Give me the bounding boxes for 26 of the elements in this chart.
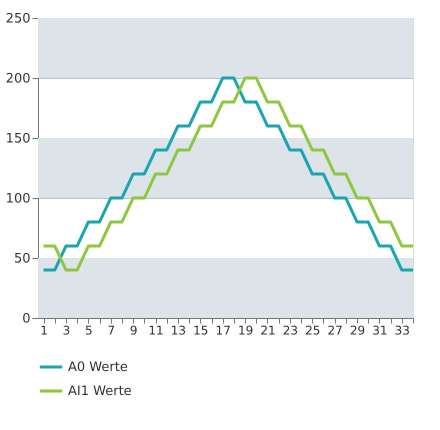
x-tick-label: 23 xyxy=(282,324,298,338)
x-tick-label: 9 xyxy=(130,324,138,338)
x-tick-label: 5 xyxy=(85,324,93,338)
y-tick-label: 100 xyxy=(6,192,30,206)
x-tick-label: 21 xyxy=(260,324,276,338)
y-tick-label: 0 xyxy=(22,312,30,326)
x-tick-label: 3 xyxy=(62,324,70,338)
x-tick-label: 1 xyxy=(40,324,48,338)
x-tick-label: 25 xyxy=(305,324,320,338)
x-tick-label: 11 xyxy=(148,324,164,338)
y-tick-label: 50 xyxy=(14,252,30,266)
x-tick-label: 15 xyxy=(193,324,208,338)
x-tick-label: 19 xyxy=(238,324,254,338)
x-tick-label: 7 xyxy=(107,324,116,338)
x-tick-label: 31 xyxy=(372,324,388,338)
legend-label: AI1 Werte xyxy=(68,384,132,399)
y-tick-label: 250 xyxy=(6,12,30,26)
y-tick-label: 200 xyxy=(6,72,30,86)
x-tick-label: 33 xyxy=(394,324,410,338)
legend-label: A0 Werte xyxy=(68,360,128,375)
x-tick-label: 13 xyxy=(170,324,186,338)
line-series xyxy=(42,76,414,272)
x-tick-label: 17 xyxy=(216,324,231,338)
x-tick-label: 27 xyxy=(328,324,343,338)
x-tick-label: 29 xyxy=(350,324,366,338)
y-tick-label: 150 xyxy=(6,132,30,146)
